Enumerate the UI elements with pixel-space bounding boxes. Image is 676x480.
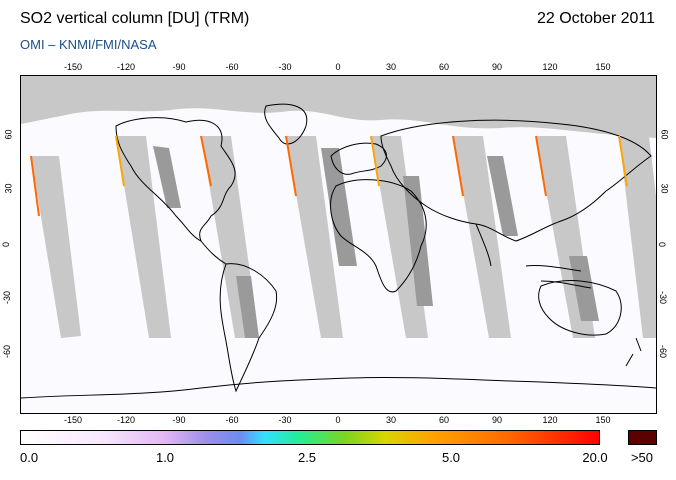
coastlines xyxy=(21,103,656,399)
data-credit: OMI – KNMI/FMI/NASA xyxy=(20,37,157,52)
lon-tick-top: -120 xyxy=(116,62,136,72)
so2-map xyxy=(20,75,657,414)
arctic-no-data xyxy=(21,76,656,138)
map-canvas xyxy=(21,76,656,399)
map-title: SO2 vertical column [DU] (TRM) xyxy=(20,10,250,27)
colorbar-label: 0.0 xyxy=(20,450,39,465)
lon-tick-bottom: -30 xyxy=(278,415,292,425)
lon-tick-bottom: -150 xyxy=(63,415,83,425)
lat-tick-left: 0 xyxy=(1,241,12,248)
orbit-edge-streaks xyxy=(30,135,628,217)
lon-tick-top: 150 xyxy=(595,62,611,72)
lon-tick-bottom: -120 xyxy=(116,415,136,425)
lon-tick-top: 30 xyxy=(385,62,397,72)
colorbar-label: 1.0 xyxy=(155,450,175,465)
lat-tick-right: 30 xyxy=(659,183,670,194)
lon-tick-bottom: 150 xyxy=(595,415,611,425)
lon-tick-top: -30 xyxy=(278,62,292,72)
lon-tick-top: 0 xyxy=(335,62,341,72)
colorbar-label: 5.0 xyxy=(441,450,461,465)
lon-tick-bottom: -60 xyxy=(225,415,239,425)
land-gaps xyxy=(153,146,599,338)
lon-tick-bottom: 60 xyxy=(438,415,450,425)
lon-tick-bottom: 90 xyxy=(491,415,503,425)
lon-tick-top: 60 xyxy=(438,62,450,72)
lon-tick-top: 120 xyxy=(542,62,558,72)
lon-tick-bottom: -90 xyxy=(172,415,186,425)
lon-tick-top: -90 xyxy=(172,62,186,72)
lat-tick-left: 30 xyxy=(3,183,14,194)
lat-tick-right: -30 xyxy=(658,290,669,305)
map-date: 22 October 2011 xyxy=(536,10,655,27)
lon-tick-bottom: 30 xyxy=(385,415,397,425)
lon-tick-top: -150 xyxy=(63,62,83,72)
lon-tick-bottom: 0 xyxy=(335,415,341,425)
colorbar-label: 2.5 xyxy=(297,450,317,465)
colorbar-label: 20.0 xyxy=(582,450,608,465)
colorbar-overflow-swatch xyxy=(628,430,657,445)
lat-tick-right: 60 xyxy=(659,129,670,140)
colorbar-scale xyxy=(20,430,600,445)
lat-tick-left: -60 xyxy=(2,344,13,359)
lat-tick-left: -30 xyxy=(2,290,13,305)
lon-tick-bottom: 120 xyxy=(542,415,558,425)
colorbar-overflow-label: >50 xyxy=(630,450,654,465)
lon-tick-top: 90 xyxy=(491,62,503,72)
lon-tick-top: -60 xyxy=(225,62,239,72)
lat-tick-left: 60 xyxy=(3,129,14,140)
lat-tick-right: 0 xyxy=(657,241,668,248)
lat-tick-right: -60 xyxy=(658,344,669,359)
